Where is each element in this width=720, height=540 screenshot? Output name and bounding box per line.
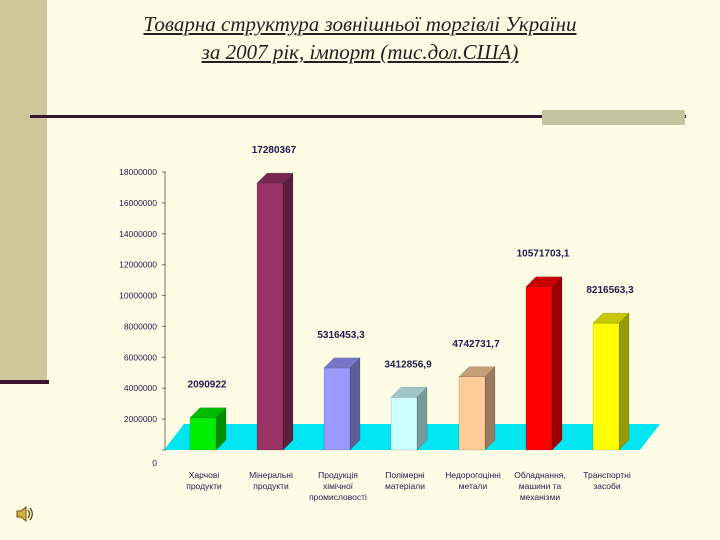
category-label-5-1: машини та xyxy=(519,481,562,491)
bar-top-2 xyxy=(323,357,361,369)
category-label-5-0: Обладнання, xyxy=(514,470,566,480)
y-tick-label: 10000000 xyxy=(119,291,157,301)
category-label-1-0: Мінеральні xyxy=(249,470,293,480)
bar-top-5 xyxy=(525,276,563,287)
bar-1 xyxy=(256,182,284,451)
title-line-2: за 2007 рік, імпорт (тис.дол.США) xyxy=(201,40,519,64)
bar-top-4 xyxy=(458,366,496,378)
category-label-1-1: продукти xyxy=(253,481,289,491)
category-label-5-2: механізми xyxy=(520,492,561,502)
category-label-0-0: Харчові xyxy=(189,470,220,480)
category-label-2-1: хімічної xyxy=(323,481,354,491)
data-label-6: 8216563,3 xyxy=(586,285,634,296)
category-label-2-2: промисловості xyxy=(309,492,367,502)
data-label-5: 10571703,1 xyxy=(517,249,570,260)
speaker-icon[interactable] xyxy=(14,503,36,530)
bar-side-2 xyxy=(349,357,361,451)
speaker-icon-glyph xyxy=(16,505,33,523)
category-label-3-0: Полімерні xyxy=(385,470,424,480)
y-tick-label: 12000000 xyxy=(119,260,157,270)
bar-2 xyxy=(323,367,351,451)
bar-4 xyxy=(458,376,486,451)
data-label-4: 4742731,7 xyxy=(452,339,500,350)
y-tick-label: 16000000 xyxy=(119,198,157,208)
bar-side-3 xyxy=(416,386,428,451)
left-decor-band xyxy=(0,0,47,382)
y-tick-label: 14000000 xyxy=(119,229,157,239)
bar-5 xyxy=(525,286,553,451)
data-label-2: 5316453,3 xyxy=(317,330,365,341)
slide-title: Товарна структура зовнішньої торгівлі Ук… xyxy=(60,10,660,66)
category-label-6-1: засоби xyxy=(593,481,621,491)
category-label-6-0: Транспортні xyxy=(583,470,631,480)
bar-6 xyxy=(592,322,620,451)
title-rule xyxy=(30,115,686,118)
category-label-4-1: метали xyxy=(459,481,488,491)
bar-0 xyxy=(189,417,217,451)
category-label-4-0: Недорогоцінні xyxy=(445,470,501,480)
data-label-0: 2090922 xyxy=(188,380,227,391)
category-label-3-1: матеріали xyxy=(385,481,425,491)
y-tick-label: 18000000 xyxy=(119,167,157,177)
category-label-2-0: Продукція xyxy=(318,470,358,480)
bar-side-5 xyxy=(551,276,563,451)
bar-top-6 xyxy=(592,312,630,324)
y-tick-label: 4000000 xyxy=(124,383,157,393)
bar-top-3 xyxy=(390,387,428,398)
y-tick-label: 2000000 xyxy=(124,414,157,424)
bar-top-0 xyxy=(189,407,227,418)
y-tick-label: 0 xyxy=(152,458,157,468)
data-label-3: 3412856,9 xyxy=(384,359,432,370)
left-decor-line xyxy=(0,380,49,384)
y-tick-label: 8000000 xyxy=(124,321,157,331)
title-line-1: Товарна структура зовнішньої торгівлі Ук… xyxy=(143,12,577,36)
bar-side-6 xyxy=(618,312,630,451)
bar-3 xyxy=(390,397,418,451)
bar-side-4 xyxy=(484,366,496,451)
bar-side-1 xyxy=(282,172,294,451)
data-label-1: 17280367 xyxy=(252,145,297,156)
y-tick-label: 6000000 xyxy=(124,352,157,362)
bar-top-1 xyxy=(256,172,294,184)
category-label-0-1: продукти xyxy=(186,481,222,491)
title-rule-box xyxy=(542,110,685,125)
